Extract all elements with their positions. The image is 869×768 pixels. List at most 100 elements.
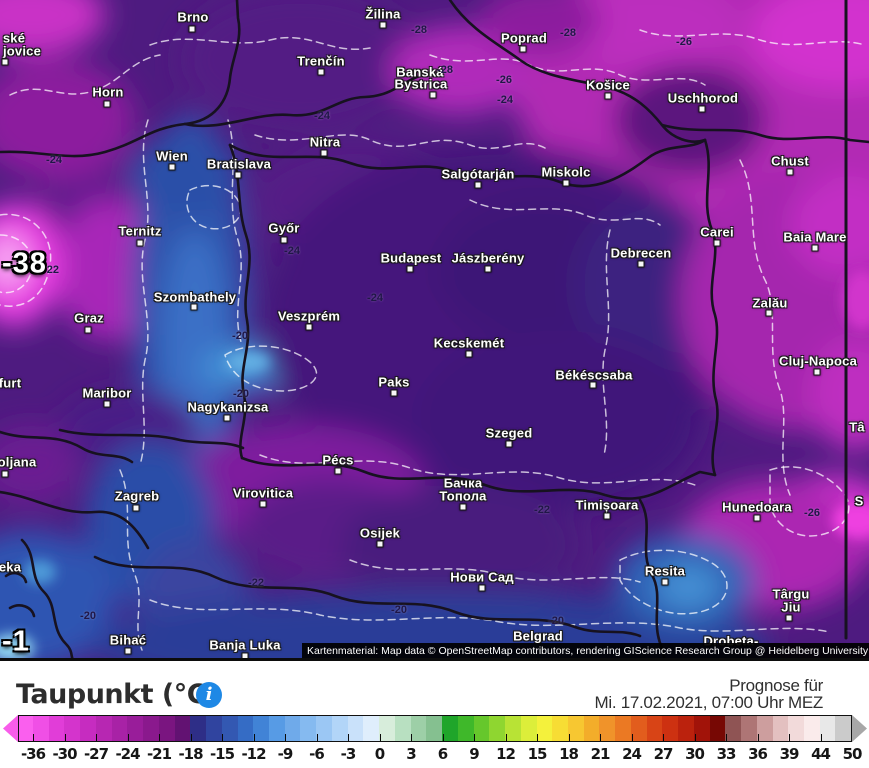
city-label: Banja Luka — [209, 637, 281, 653]
colorbar-tick — [190, 734, 192, 741]
city-label: Szeged — [485, 425, 533, 441]
city-marker — [124, 647, 132, 655]
city-label: Trenčín — [297, 53, 345, 69]
colorbar-interval — [756, 716, 789, 741]
city-label: Budapest — [380, 250, 442, 266]
colorbar-interval — [190, 716, 222, 741]
colorbar-cell — [741, 716, 757, 741]
city-label: Zalău — [752, 295, 788, 311]
city-label: Tâ — [849, 419, 865, 435]
city-marker — [713, 239, 721, 247]
city-marker — [390, 389, 398, 397]
city-label: jovice — [2, 43, 42, 59]
colorbar-interval — [599, 716, 631, 741]
colorbar-tick — [379, 734, 381, 741]
city-label: Chust — [771, 153, 809, 169]
contour-value-label: -28 — [437, 64, 453, 76]
colorbar-tick-label: -27 — [83, 745, 109, 763]
city-label: Bihać — [109, 632, 147, 648]
colorbar-tick — [789, 734, 790, 741]
city-label: Carei — [700, 224, 734, 240]
colorbar-tick — [442, 734, 444, 741]
colorbar-tick-label: -6 — [309, 745, 325, 763]
colorbar-interval — [284, 716, 317, 741]
colorbar-cell — [567, 716, 584, 741]
colorbar-interval — [316, 716, 348, 741]
city-marker — [280, 236, 288, 244]
colorbar-cell — [473, 716, 490, 741]
contour-value-label: -28 — [560, 27, 576, 39]
colorbar-tick — [631, 734, 633, 741]
colorbar-cell — [520, 716, 537, 741]
colorbar-cell — [284, 716, 301, 741]
colorbar-interval — [221, 716, 254, 741]
city-label: Belgrad — [513, 628, 563, 644]
colorbar-interval — [64, 716, 96, 741]
city-label: Graz — [74, 310, 104, 326]
colorbar-cell — [33, 716, 49, 741]
city-marker — [604, 92, 612, 100]
city-marker — [429, 91, 437, 99]
city-label: ské — [2, 30, 26, 46]
colorbar-tick — [285, 734, 286, 741]
colorbar-tick — [537, 734, 538, 741]
colorbar-tick — [64, 734, 66, 741]
colorbar-tick-label: -3 — [340, 745, 357, 763]
city-marker — [234, 171, 242, 179]
city-label: Bystrica — [394, 76, 448, 92]
colorbar-interval — [95, 716, 128, 741]
city-marker — [637, 260, 645, 268]
colorbar-cell — [174, 716, 191, 741]
colorbar-cell — [331, 716, 348, 741]
city-label: Paks — [378, 374, 410, 390]
colorbar-tick — [222, 734, 223, 741]
colorbar-tick-label: 12 — [496, 745, 516, 763]
colorbar-cell — [379, 716, 395, 741]
city-marker — [505, 440, 513, 448]
city-marker — [190, 303, 198, 311]
city-label: Virovitica — [232, 485, 294, 501]
contour-value-label: -26 — [804, 507, 820, 519]
city-label: Nagykanizsa — [187, 399, 269, 415]
city-marker — [661, 578, 669, 586]
colorbar-tick-label: 36 — [748, 745, 768, 763]
colorbar-tick-label: -36 — [20, 745, 46, 763]
colorbar-interval — [347, 716, 380, 741]
colorbar-tick — [96, 734, 97, 741]
city-marker — [376, 540, 384, 548]
city-label: Salgótarján — [441, 166, 515, 182]
city-label: Osijek — [359, 525, 401, 541]
colorbar-cell — [426, 716, 443, 741]
colorbar-tick-label: 0 — [374, 745, 385, 763]
contour-value-label: -24 — [46, 154, 62, 166]
colorbar-tick — [663, 734, 664, 741]
colorbar-cell — [410, 716, 427, 741]
colorbar-tick-label: 15 — [527, 745, 548, 763]
city-label: Debrecen — [610, 245, 672, 261]
city-label: Uschhorod — [667, 90, 739, 106]
colorbar-tick-label: 18 — [559, 745, 579, 763]
contour-value-label: -24 — [367, 292, 383, 304]
colorbar-cell — [693, 716, 710, 741]
colorbar-cell — [599, 716, 616, 741]
colorbar-tick-label: 50 — [842, 745, 863, 763]
colorbar-cell — [489, 716, 506, 741]
colorbar-tick-label: -15 — [209, 745, 235, 763]
city-marker — [305, 323, 313, 331]
city-label: Banská — [396, 64, 444, 80]
colorbar-tick — [694, 734, 696, 741]
colorbar-interval — [630, 716, 663, 741]
colorbar-interval — [725, 716, 757, 741]
colorbar-tick — [127, 734, 129, 741]
colorbar-cell — [709, 716, 726, 741]
colorbar-interval — [788, 716, 820, 741]
colorbar-cell — [64, 716, 81, 741]
city-marker — [562, 179, 570, 187]
city-marker — [320, 149, 328, 157]
info-icon[interactable]: i — [196, 682, 222, 708]
contour-value-label: -20 — [233, 388, 249, 400]
city-marker — [459, 503, 467, 511]
colorbar-tick — [348, 734, 349, 741]
colorbar-cell — [111, 716, 128, 741]
city-label: oljana — [0, 454, 37, 470]
